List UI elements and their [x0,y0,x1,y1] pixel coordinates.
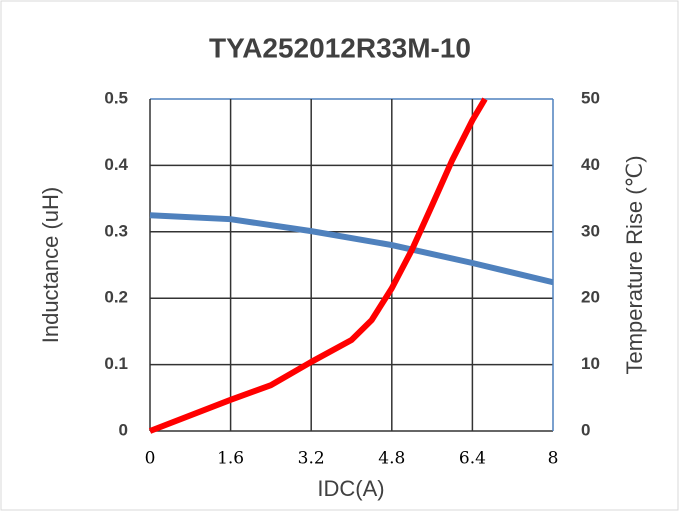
x-tick-label: 0 [145,449,156,469]
line-series [148,97,488,434]
x-tick-label: 3.2 [298,449,325,469]
line-series [149,212,554,286]
y-tick-label: 0.4 [104,155,128,174]
y2-tick-label: 40 [581,155,600,174]
x-tick-label: 8 [548,449,559,469]
y-axis-label: Inductance (uH) [38,187,63,344]
x-tick-label: 1.6 [217,449,244,469]
y-tick-label: 0.5 [104,88,128,107]
y-tick-label: 0 [119,420,128,439]
y-tick-label: 0.3 [104,221,128,240]
y-tick-label: 0.2 [104,288,128,307]
y2-tick-label: 20 [581,288,600,307]
y2-tick-label: 30 [581,221,600,240]
x-axis-label: IDC(A) [317,476,384,501]
y-tick-label: 0.1 [104,354,128,373]
x-tick-label: 6.4 [459,449,486,469]
y2-axis-label: Temperature Rise (℃) [622,155,647,374]
chart-title: TYA252012R33M-10 [209,32,471,63]
y2-tick-label: 50 [581,88,600,107]
y2-tick-label: 0 [581,420,590,439]
y2-tick-label: 10 [581,354,600,373]
x-tick-label: 4.8 [378,449,405,469]
